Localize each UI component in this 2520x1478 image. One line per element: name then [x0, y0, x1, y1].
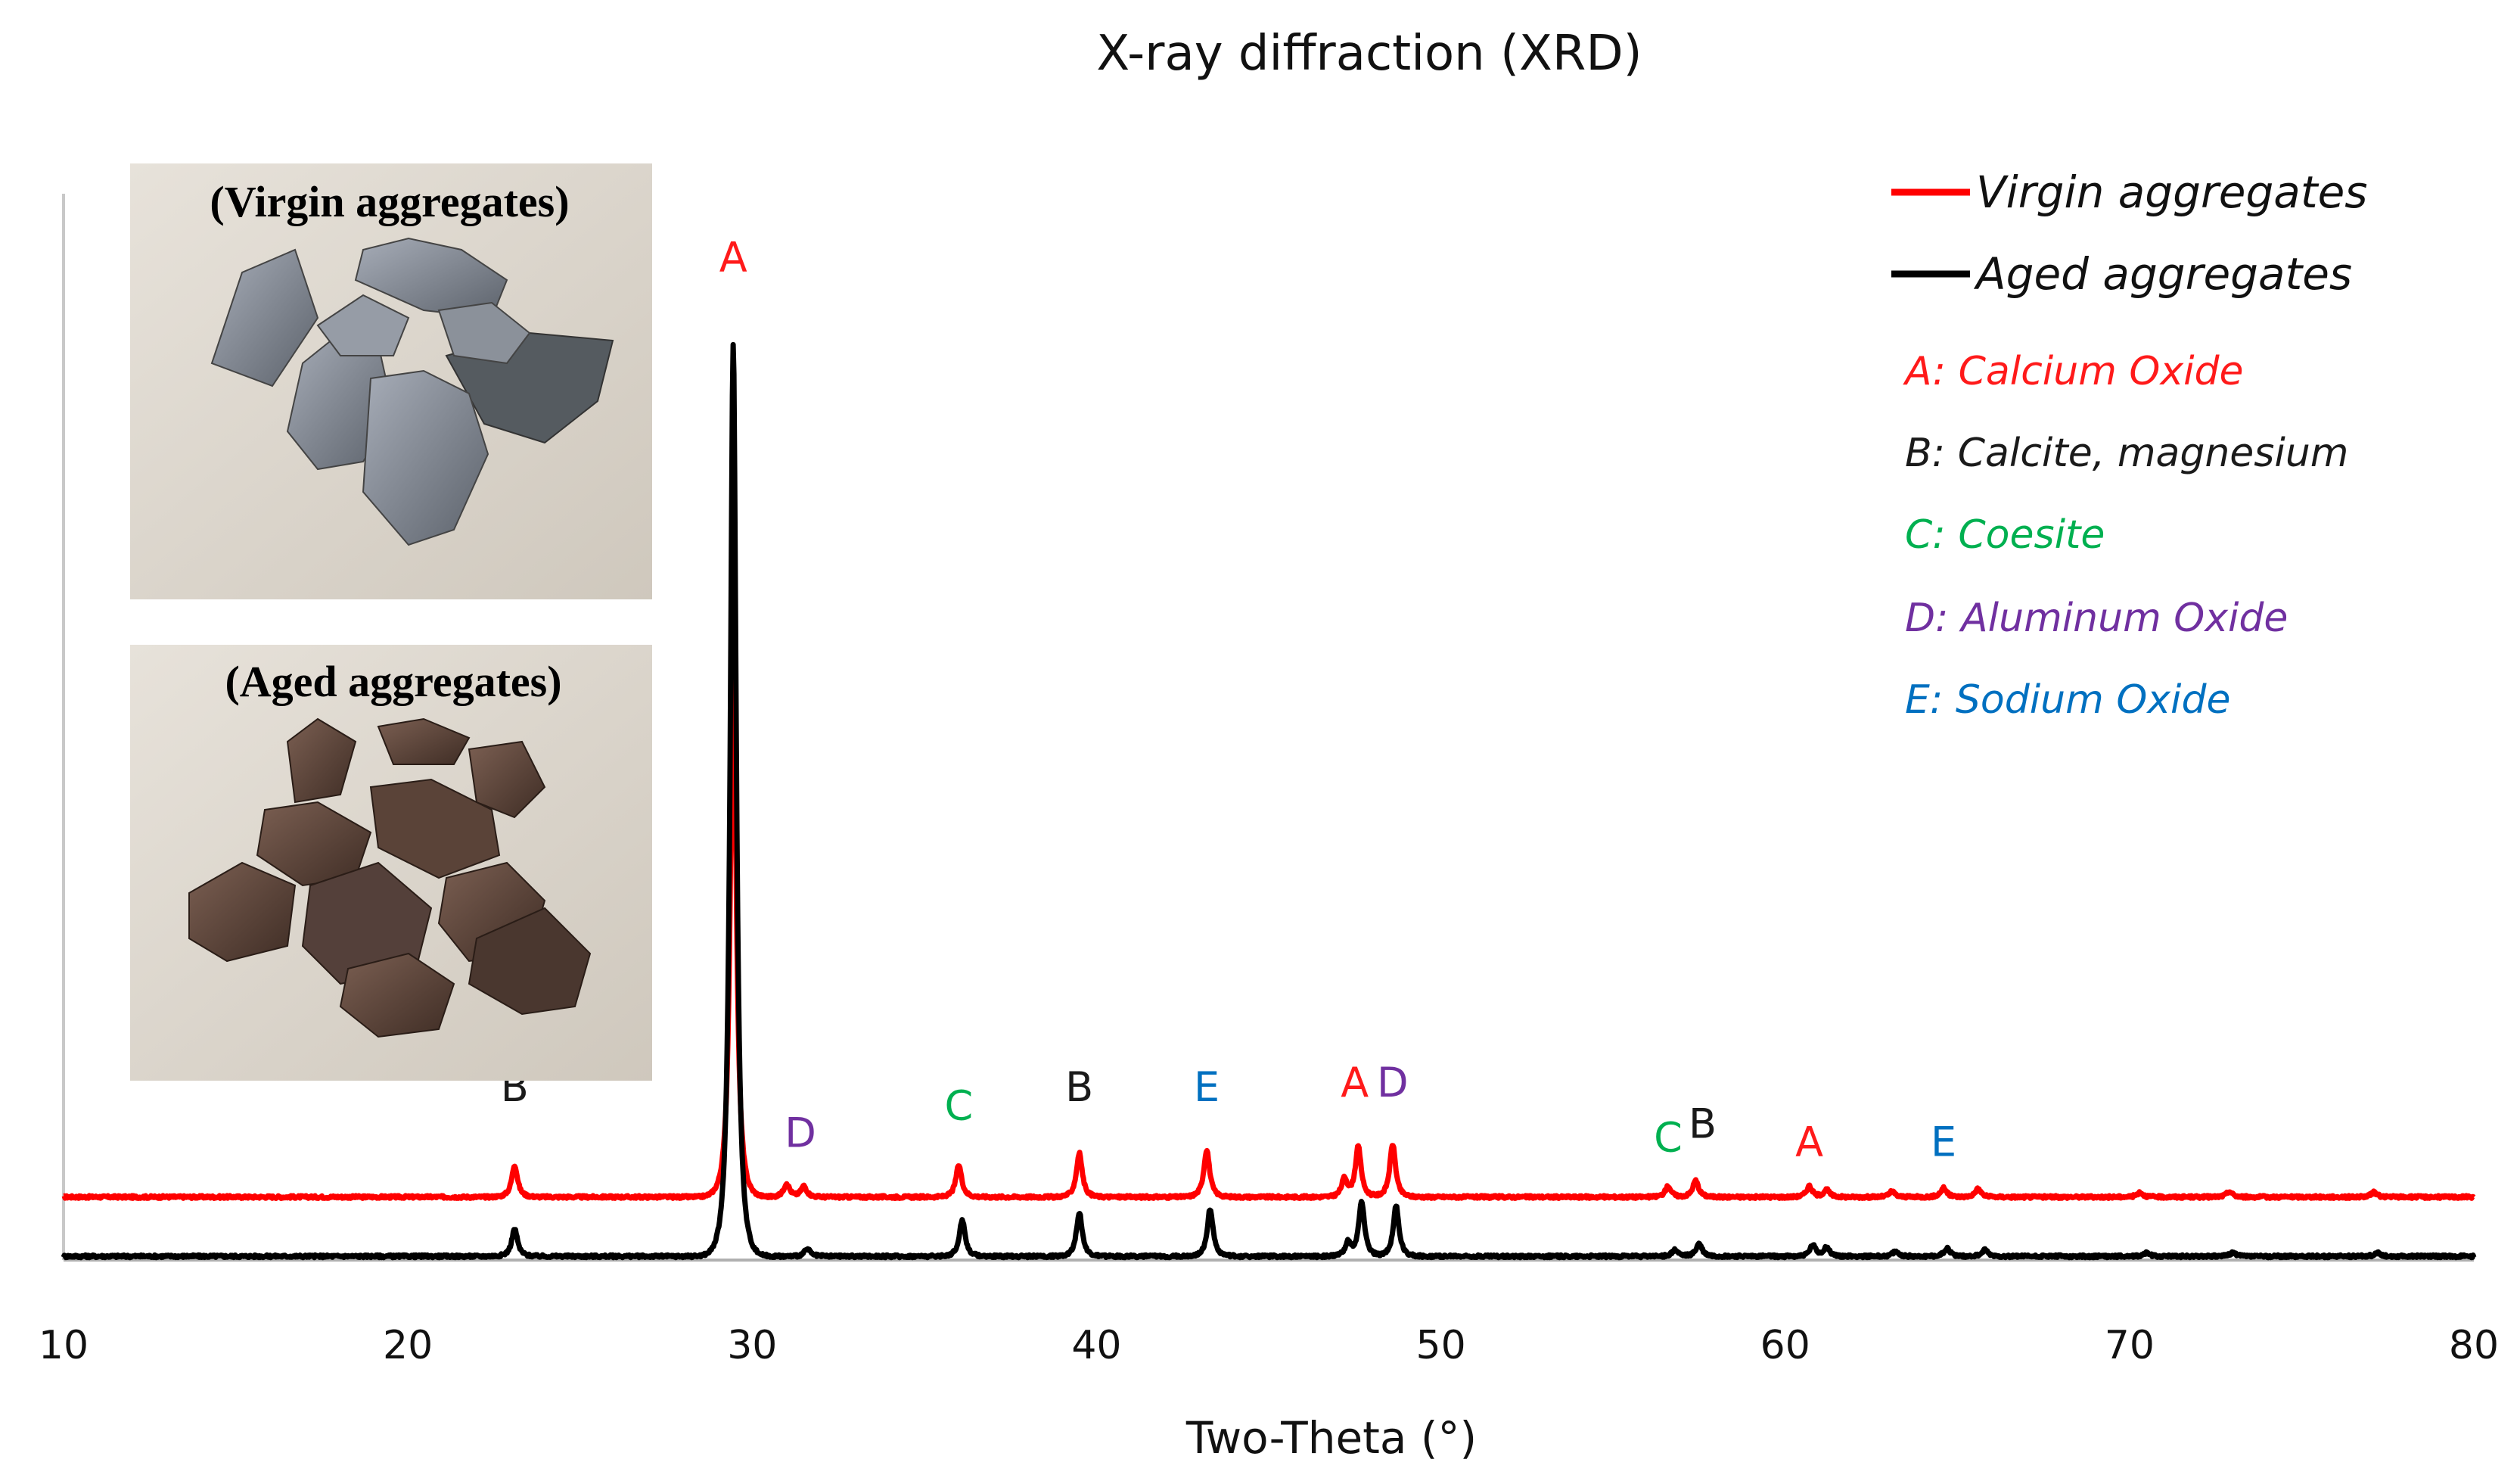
x-tick-label: 30 — [727, 1323, 777, 1368]
x-tick-label: 10 — [39, 1323, 89, 1368]
peak-label: C — [1654, 1113, 1683, 1161]
series-line-virgin — [61, 649, 2476, 1201]
inset-caption-aged: (Aged aggregates) — [225, 657, 561, 706]
x-tick-label: 80 — [2449, 1323, 2499, 1368]
x-tick-labels: 10 20 30 40 50 60 70 80 — [39, 1323, 2499, 1368]
peak-label: B — [1065, 1063, 1093, 1111]
peak-label: D — [785, 1109, 816, 1156]
series-line-aged — [61, 341, 2477, 1261]
inset-photo-virgin: (Virgin aggregates) — [130, 163, 652, 599]
peak-label: B — [1689, 1100, 1717, 1147]
phase-legend: A: Calcium Oxide B: Calcite, magnesium C… — [1903, 349, 2348, 723]
peak-label: E — [1931, 1118, 1956, 1165]
peak-label: E — [1194, 1063, 1220, 1111]
x-tick-label: 60 — [1760, 1323, 1810, 1368]
legend-label-aged: Aged aggregates — [1973, 248, 2352, 300]
rock-pile-gray — [210, 237, 614, 546]
peak-label: A — [1341, 1059, 1369, 1106]
phase-label-d: D: Aluminum Oxide — [1905, 596, 2288, 641]
phase-label-a: A: Calcium Oxide — [1903, 349, 2244, 394]
peak-label: A — [719, 234, 747, 282]
x-tick-label: 70 — [2105, 1323, 2155, 1368]
legend: Virgin aggregates Aged aggregates — [1891, 166, 2367, 300]
phase-label-b: B: Calcite, magnesium — [1905, 431, 2348, 476]
phase-label-c: C: Coesite — [1905, 512, 2105, 558]
x-tick-label: 40 — [1071, 1323, 1121, 1368]
peak-label: A — [1795, 1118, 1823, 1165]
chart-title: X-ray diffraction (XRD) — [1096, 26, 1642, 82]
x-tick-label: 50 — [1415, 1323, 1465, 1368]
rock-pile-brown — [188, 717, 592, 1038]
legend-label-virgin: Virgin aggregates — [1976, 166, 2367, 218]
x-axis-label: Two-Theta (°) — [1185, 1412, 1477, 1464]
peak-label: D — [1377, 1059, 1409, 1106]
phase-label-e: E: Sodium Oxide — [1905, 677, 2230, 723]
inset-photo-aged: (Aged aggregates) — [130, 645, 652, 1081]
peak-label: C — [945, 1081, 974, 1129]
inset-caption-virgin: (Virgin aggregates) — [210, 177, 569, 226]
x-tick-label: 20 — [383, 1323, 433, 1368]
